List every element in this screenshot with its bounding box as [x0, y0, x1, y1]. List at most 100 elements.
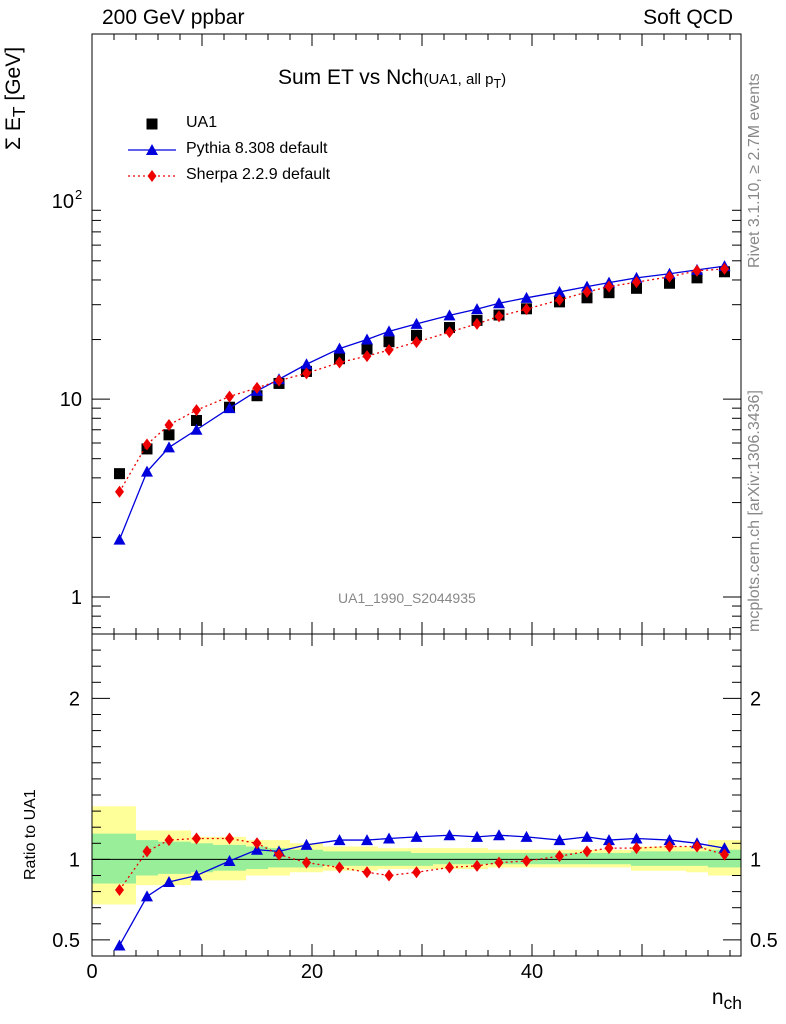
y-tick-label-exponent: 2 — [75, 187, 82, 202]
ratio-point-diamond — [362, 866, 372, 879]
axis-ticks — [91, 34, 741, 957]
data-point-diamond — [665, 270, 674, 283]
data-point-triangle — [410, 317, 423, 329]
data-point-diamond — [445, 326, 454, 339]
band-green-19 — [631, 851, 653, 866]
ratio-point-diamond — [384, 869, 394, 882]
data-point-diamond — [692, 264, 702, 277]
data-point-diamond — [115, 485, 124, 498]
y-axis-label: Σ ET [GeV] — [2, 46, 30, 150]
legend-label-pythia: Pythia 8.308 default — [186, 140, 328, 157]
process-label: Soft QCD — [643, 6, 733, 29]
ratio-point-triangle — [603, 834, 615, 846]
y-tick-label: 1 — [71, 587, 82, 609]
y-tick-label: 10 — [60, 389, 82, 411]
band-green-14 — [488, 852, 521, 865]
data-series — [113, 260, 731, 951]
legend-marker-diamond — [147, 170, 157, 182]
ratio-point-triangle — [141, 890, 153, 902]
ratio-point-diamond — [412, 866, 421, 879]
ratio-point-triangle — [223, 855, 236, 867]
ratio-point-diamond — [720, 848, 729, 861]
ratio-point-triangle — [163, 875, 175, 887]
band-green-0 — [92, 833, 136, 884]
data-point-square — [603, 287, 615, 299]
data-point-diamond — [522, 303, 531, 316]
series-line-triangle — [118, 265, 725, 540]
data-point-diamond — [604, 280, 614, 293]
ratio-point-diamond — [164, 834, 174, 847]
plot-title: Sum ET vs Nch(UA1, all pT) — [278, 66, 506, 91]
data-point-diamond — [252, 381, 262, 394]
data-point-diamond — [225, 390, 234, 403]
mcplots-label: mcplots.cern.ch [arXiv:1306.3436] — [746, 390, 763, 632]
ratio-point-diamond — [665, 840, 674, 853]
data-point-square — [361, 343, 373, 355]
data-point-diamond — [494, 310, 504, 323]
band-green-1 — [136, 840, 158, 876]
data-point-diamond — [362, 350, 372, 363]
ratio-point-diamond — [115, 883, 124, 896]
ratio-point-triangle — [630, 832, 643, 844]
legend-markers — [128, 118, 176, 182]
data-point-diamond — [302, 367, 311, 380]
ratio-y-tick-label-right: 0.5 — [750, 930, 778, 952]
data-point-diamond — [555, 293, 564, 306]
data-point-triangle — [383, 325, 395, 337]
x-tick-label: 0 — [86, 961, 97, 983]
data-point-triangle — [443, 309, 456, 321]
ratio-point-diamond — [555, 850, 564, 863]
ratio-point-diamond — [302, 856, 311, 869]
series-line-diamond — [118, 268, 725, 493]
x-tick-label: 40 — [521, 961, 543, 983]
ratio-point-triangle — [190, 869, 203, 881]
band-green-3 — [191, 843, 213, 873]
ratio-point-triangle — [718, 842, 731, 854]
data-point-diamond — [384, 344, 394, 357]
ratio-point-diamond — [692, 840, 702, 853]
ratio-point-diamond — [494, 856, 504, 869]
y-tick-label: 10 — [52, 191, 74, 213]
analysis-id-label: UA1_1990_S2044935 — [338, 590, 476, 606]
data-point-triangle — [553, 285, 566, 297]
data-point-triangle — [361, 333, 373, 345]
ratio-y-tick-label-right: 1 — [750, 849, 761, 871]
band-green-21 — [686, 851, 708, 866]
ratio-point-triangle — [410, 830, 423, 842]
data-point-square — [631, 282, 642, 294]
ratio-point-triangle — [361, 834, 373, 846]
data-point-square — [411, 329, 422, 341]
band-green-17 — [576, 852, 598, 865]
band-green-10 — [378, 851, 411, 866]
ratio-point-triangle — [493, 829, 505, 841]
ratio-point-triangle — [520, 830, 533, 842]
band-green-12 — [433, 852, 466, 865]
ratio-uncertainty-bands — [92, 806, 741, 905]
legend-label-ua1: UA1 — [186, 114, 218, 131]
data-point-triangle — [300, 358, 313, 370]
ratio-point-triangle — [581, 830, 593, 842]
rivet-version-label: Rivet 3.1.10, ≥ 2.7M events — [746, 73, 763, 268]
ratio-point-triangle — [333, 834, 346, 846]
data-point-triangle — [141, 465, 153, 477]
data-point-square — [691, 272, 703, 284]
x-axis-label: nch — [711, 986, 742, 1014]
ratio-point-triangle — [113, 939, 126, 951]
ratio-frame — [91, 633, 742, 957]
ratio-point-diamond — [522, 855, 531, 868]
band-green-13 — [466, 852, 488, 865]
ratio-point-diamond — [472, 859, 482, 872]
legend-marker-triangle — [146, 144, 158, 155]
data-point-triangle — [163, 441, 175, 453]
ratio-point-triangle — [471, 830, 483, 842]
band-green-2 — [158, 841, 191, 874]
ratio-y-tick-label: 1 — [69, 849, 80, 871]
band-green-15 — [521, 852, 543, 865]
ratio-y-tick-label-right: 2 — [750, 688, 761, 710]
data-point-triangle — [333, 342, 346, 354]
ratio-y-tick-label: 0.5 — [52, 930, 80, 952]
ratio-point-diamond — [445, 861, 454, 874]
data-point-triangle — [471, 303, 483, 315]
ratio-point-diamond — [142, 845, 152, 858]
